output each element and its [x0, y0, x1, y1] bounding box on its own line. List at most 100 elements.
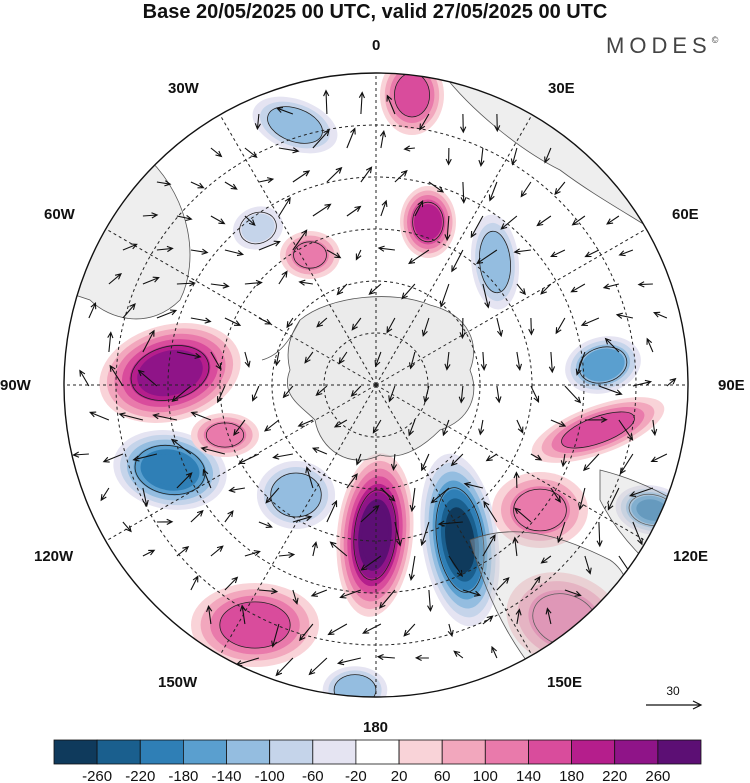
wind-arrow [170, 438, 192, 455]
wind-arrow [323, 89, 330, 115]
wind-arrow [362, 623, 382, 634]
wind-arrow [513, 471, 520, 489]
wind-arrow [176, 280, 196, 287]
wind-arrow [571, 215, 586, 226]
height-contour-line [270, 472, 322, 518]
wind-arrow [176, 472, 193, 489]
wind-arrow [275, 107, 294, 115]
wind-arrow [421, 317, 430, 337]
meridian-line [375, 384, 537, 663]
wind-arrow [515, 351, 523, 371]
wind-arrow [152, 413, 178, 421]
wind-arrow [584, 555, 592, 575]
anomaly-center [99, 323, 241, 423]
modes-logo-text: MODES [606, 33, 712, 58]
wind-arrow [108, 272, 122, 285]
wind-arrow [403, 145, 415, 152]
wind-arrow [530, 575, 541, 591]
wind-arrow [251, 385, 260, 402]
wind-arrow [550, 487, 562, 503]
wind-arrow [374, 351, 382, 368]
wind-arrow [311, 541, 318, 557]
wind-arrow [275, 657, 294, 677]
wind-arrow [510, 147, 518, 166]
wind-arrow [355, 453, 362, 466]
wind-arrow [224, 510, 234, 523]
wind-arrow [122, 243, 138, 251]
meridian-line [375, 107, 537, 386]
wind-arrow [190, 317, 212, 324]
wind-arrow [336, 657, 362, 666]
wind-arrow [606, 215, 620, 225]
wind-arrow [244, 550, 261, 557]
wind-arrow [297, 419, 314, 427]
wind-arrow [244, 351, 251, 368]
wind-arrow [142, 487, 149, 508]
wind-arrow [496, 317, 504, 338]
colorbar-box [355, 739, 400, 765]
wind-arrow [386, 317, 396, 334]
wind-arrow [414, 199, 424, 217]
wind-arrow [282, 385, 294, 399]
wind-arrow [530, 453, 543, 461]
anomaly-center [317, 662, 393, 697]
wind-arrow [358, 91, 366, 115]
wind-arrow [233, 419, 246, 437]
wind-arrow [346, 205, 362, 217]
wind-arrow [190, 509, 204, 523]
anomaly-contour-fill [519, 493, 561, 527]
anomaly-center [245, 91, 345, 159]
wind-arrow [360, 555, 382, 571]
colorbar-tick-label: 140 [516, 768, 541, 783]
anomaly-center [191, 583, 319, 667]
wind-arrow [408, 419, 416, 437]
wind-arrow [378, 589, 396, 609]
wind-arrow [419, 113, 430, 131]
wind-arrow [496, 577, 510, 591]
wind-arrow [258, 521, 273, 528]
wind-arrow [206, 604, 213, 625]
wind-arrow [463, 481, 484, 489]
wind-arrow [619, 453, 634, 475]
colorbar-box [96, 739, 141, 765]
wind-arrow [448, 555, 463, 578]
wind-arrow [156, 518, 174, 525]
wind-arrow [176, 351, 202, 359]
wind-arrow [202, 468, 212, 489]
wind-arrow [460, 113, 467, 134]
wind-arrow [598, 385, 623, 396]
wind-arrow [210, 545, 224, 557]
wind-arrow [310, 589, 328, 597]
reference-vector-label: 30 [666, 684, 680, 698]
wind-arrow [346, 473, 358, 489]
wind-arrow [427, 589, 434, 613]
wind-arrow [564, 589, 582, 597]
lon-label-120w: 120W [34, 548, 74, 565]
colorbar-tick-labels: -260 -220 -180 -140 -100 -60 -20 20 60 100 140 180 2… [82, 768, 670, 783]
colorbar-tick-label: -20 [345, 768, 367, 783]
wind-arrow [292, 170, 311, 183]
meridian-lines [64, 73, 688, 697]
wind-arrow [420, 521, 430, 547]
wind-arrow [360, 166, 373, 183]
colorbar-box [53, 739, 98, 765]
wind-arrow [478, 419, 485, 436]
height-contour-line [513, 488, 567, 532]
wind-arrow [515, 608, 522, 625]
wind-arrow [271, 623, 280, 648]
wind-arrow [224, 181, 238, 190]
anomaly-center [416, 444, 504, 636]
wind-arrow [388, 385, 396, 403]
wind-arrow [556, 521, 566, 544]
anomaly-contour-fill [399, 79, 425, 111]
wind-arrow [476, 249, 498, 265]
wind-arrow [156, 245, 174, 253]
wind-arrow [326, 499, 338, 523]
antarctica-outline [261, 296, 475, 461]
anomaly-center [336, 453, 414, 617]
anomaly-contour-fill [417, 208, 439, 236]
wind-arrow [596, 521, 603, 548]
colorbar-box [484, 739, 529, 765]
anomaly-contour-fill [445, 507, 475, 573]
wind-arrow [495, 385, 502, 404]
